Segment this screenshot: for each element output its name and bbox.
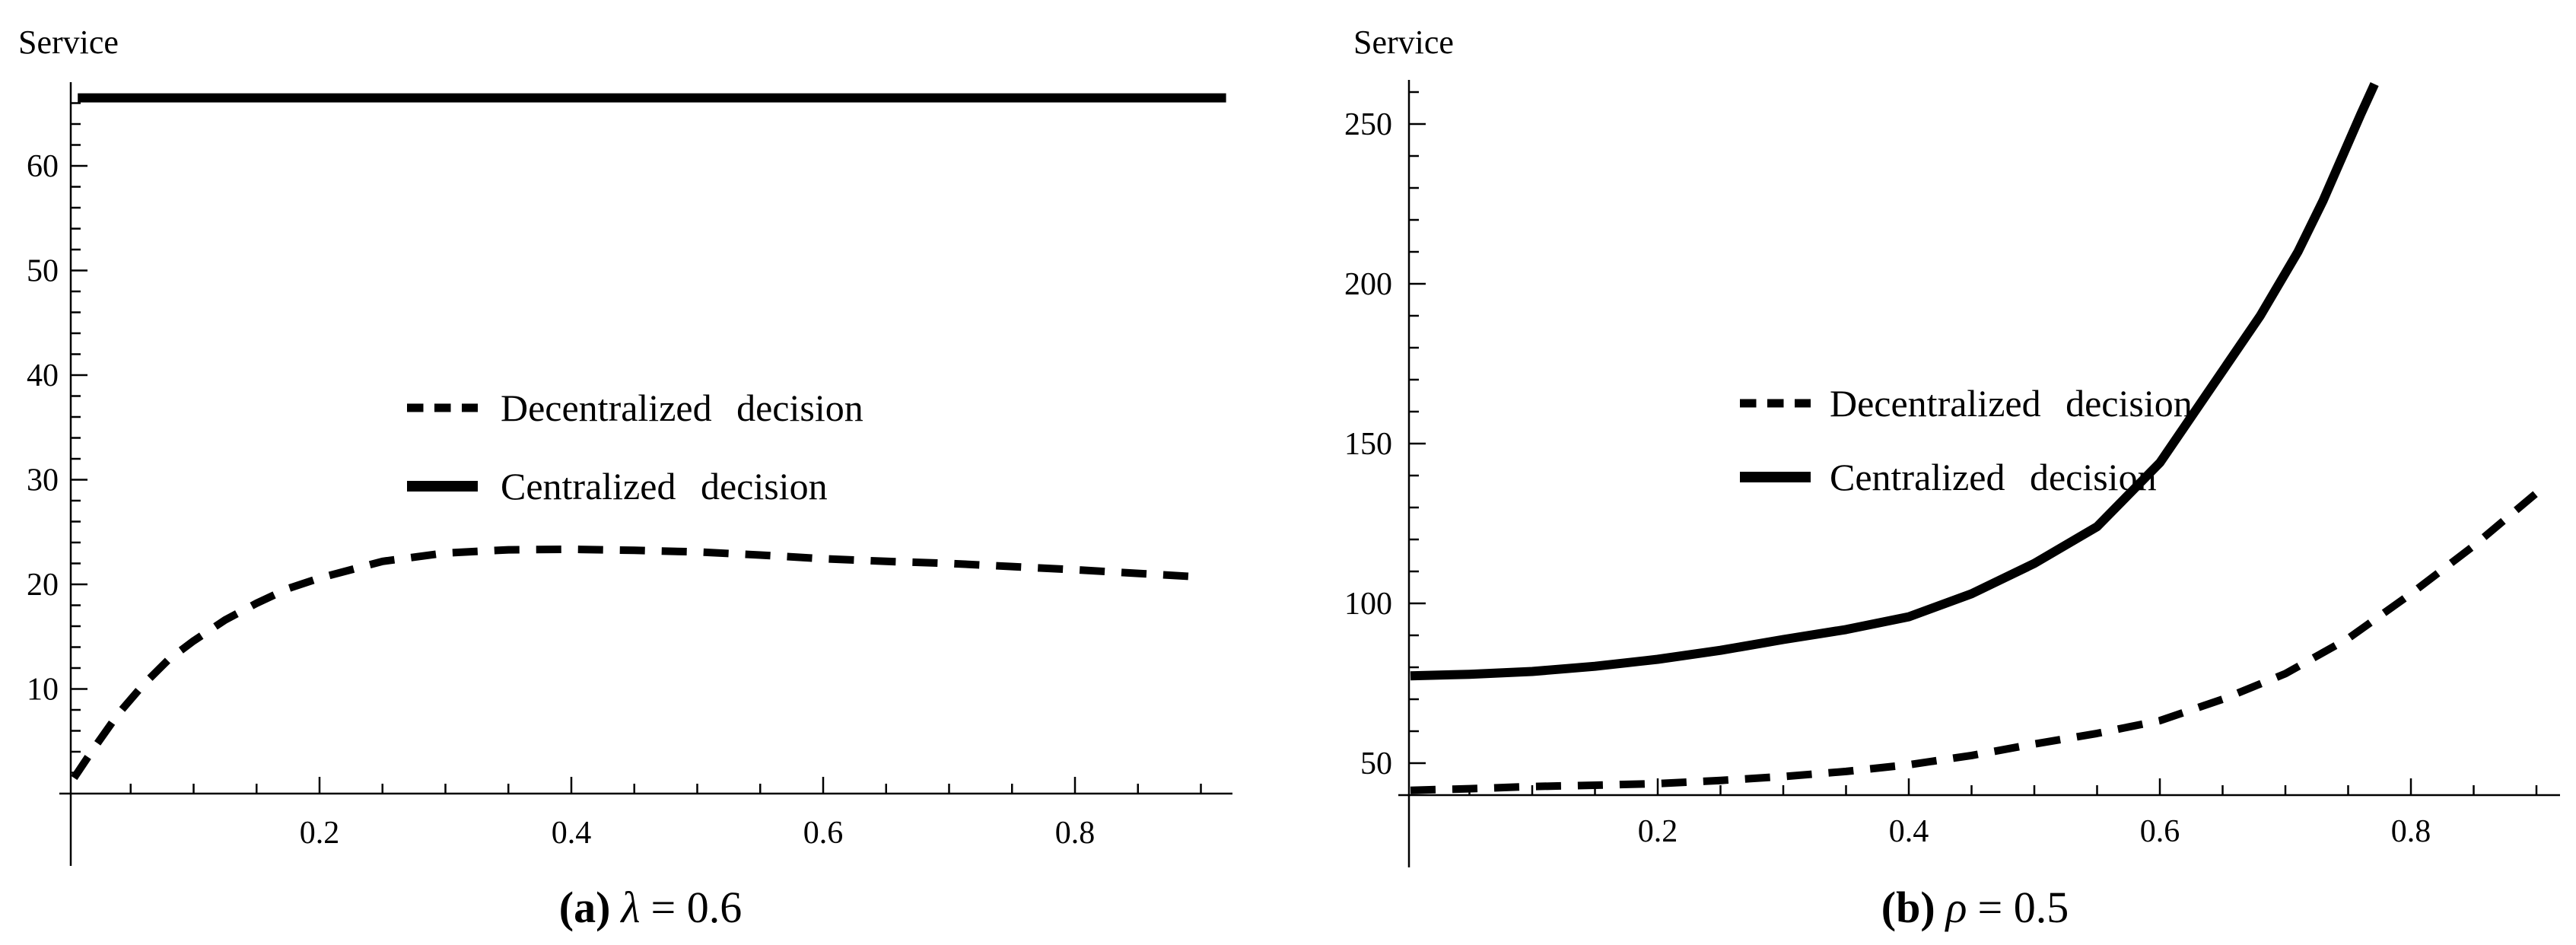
decentralized-decision-curve bbox=[71, 545, 1201, 781]
panel-caption-equation: = 0.6 bbox=[651, 883, 743, 932]
y-tick-label: 20 bbox=[27, 568, 59, 603]
x-tick-label: 0.6 bbox=[803, 816, 844, 851]
x-tick-label: 0.4 bbox=[552, 816, 592, 851]
legend-item-label: Centralized decision bbox=[501, 465, 828, 508]
chart-panel-a: 0.2 0.4 0.6 0.8 10 20 30 40 50 60 Service Decentral… bbox=[18, 24, 1232, 932]
y-axis-title: Service bbox=[18, 24, 119, 61]
y-tick-label: 50 bbox=[1360, 746, 1392, 781]
centralized-decision-curve bbox=[1410, 82, 2379, 681]
y-tick-label: 50 bbox=[27, 254, 59, 289]
panel-caption-symbol: ρ bbox=[1945, 883, 1967, 932]
legend: Decentralized decision Centralized decisi… bbox=[1740, 382, 2193, 498]
y-tick-label: 250 bbox=[1344, 107, 1392, 142]
chart-panel-b: 0.2 0.4 0.6 0.8 50 100 150 200 250 Service Decentr… bbox=[1344, 24, 2560, 932]
y-axis-title: Service bbox=[1353, 24, 1454, 61]
panel-caption: (b) ρ = 0.5 bbox=[1881, 883, 2069, 932]
panel-caption-index: (a) bbox=[559, 883, 611, 932]
y-tick-label: 150 bbox=[1344, 427, 1392, 462]
y-tick-label: 200 bbox=[1344, 267, 1392, 302]
x-tick-label: 0.6 bbox=[2140, 814, 2180, 849]
x-tick-label: 0.8 bbox=[2391, 814, 2431, 849]
y-tick-label: 100 bbox=[1344, 587, 1392, 622]
y-tick-label: 40 bbox=[27, 358, 59, 393]
panel-caption-equation: = 0.5 bbox=[1978, 883, 2069, 932]
legend: Decentralized decision Centralized decisi… bbox=[407, 387, 863, 508]
x-tick-label: 0.4 bbox=[1889, 814, 1929, 849]
panel-caption-index: (b) bbox=[1881, 883, 1935, 932]
panel-caption-symbol: λ bbox=[619, 883, 640, 932]
x-tick-label: 0.2 bbox=[1638, 814, 1678, 849]
legend-item-label: Centralized decision bbox=[1830, 456, 2157, 498]
panel-caption: (a) λ = 0.6 bbox=[559, 883, 742, 932]
decentralized-decision-curve bbox=[1410, 490, 2539, 794]
y-tick-label: 60 bbox=[27, 149, 59, 184]
y-tick-label: 30 bbox=[27, 463, 59, 498]
legend-item-label: Decentralized decision bbox=[1830, 382, 2193, 425]
x-tick-label: 0.8 bbox=[1055, 816, 1096, 851]
x-tick-label: 0.2 bbox=[300, 816, 340, 851]
y-tick-label: 10 bbox=[27, 673, 59, 708]
legend-item-label: Decentralized decision bbox=[501, 387, 863, 429]
